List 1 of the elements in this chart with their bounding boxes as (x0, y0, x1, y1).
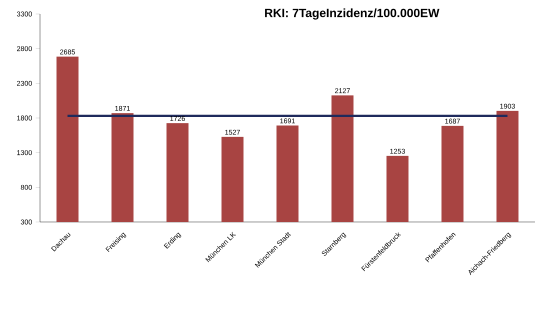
chart-title: RKI: 7TageInzidenz/100.000EW (265, 8, 440, 20)
